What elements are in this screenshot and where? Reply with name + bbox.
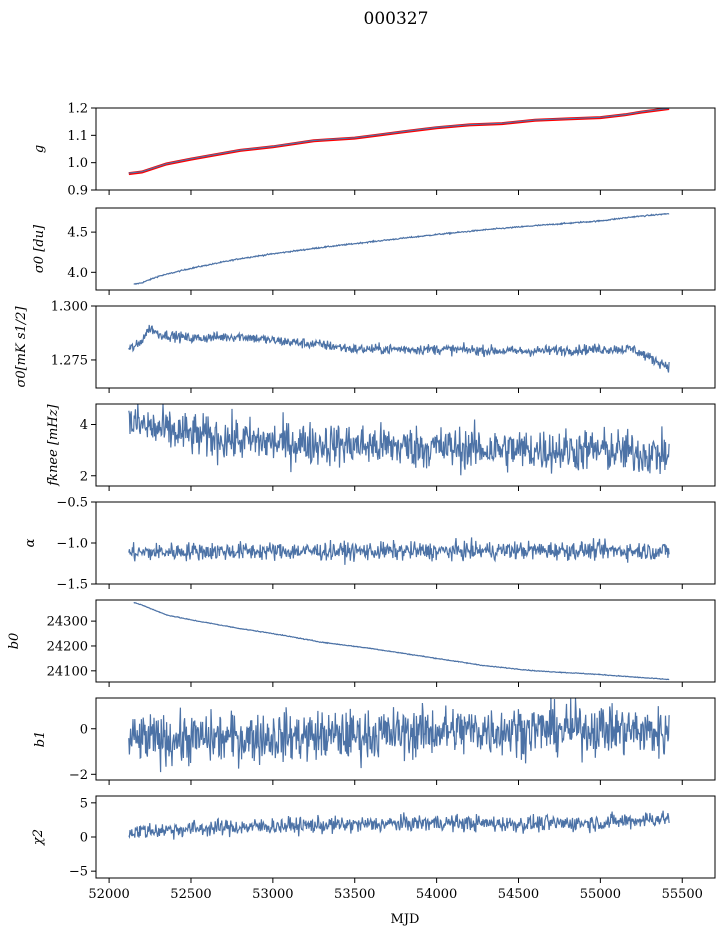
y-tick-label-alpha: −1.5 [56,578,88,593]
panel-frame-b0 [95,599,716,683]
panel-frame-chi2 [95,795,716,879]
series-line-g-1 [128,108,670,174]
y-tick-label-g: 0.9 [67,184,88,199]
y-axis-label-chi2: χ2 [31,829,46,846]
x-tick-label: 53000 [252,887,293,902]
panel-frame-sigma0 [95,207,716,291]
y-tick-label-sigma0: 4.0 [67,266,88,281]
x-axis-label: MJD [391,912,420,927]
y-axis-label-sigma0: σ0 [du] [32,224,47,273]
series-line-fknee-0 [128,404,670,476]
y-tick-label-chi2: −5 [69,865,88,880]
y-axis-label-fknee: fknee [mHz] [46,403,61,486]
y-tick-label-fknee: 4 [80,418,88,433]
panels-group: 0.9 1.0 1.1 1.2 g 4.0 4.5 σ0 [du] 1.275 1.300 σ0[m… [7,102,716,902]
y-tick-label-b0: 24200 [47,639,88,654]
x-tick-label: 54500 [498,887,539,902]
y-tick-label-g: 1.2 [67,102,88,117]
y-tick-label-alpha: −1.0 [56,537,88,552]
figure-title: 000327 [364,9,429,29]
y-axis-label-g: g [32,145,47,153]
y-tick-label-chi2: 0 [80,831,88,846]
x-tick-label: 53500 [334,887,375,902]
y-tick-label-b1: −2 [69,768,88,783]
y-axis-label-b1: b1 [33,731,48,748]
x-tick-label: 55500 [662,887,703,902]
x-tick-label: 52000 [88,887,129,902]
y-tick-label-sigma0: 4.5 [67,226,88,241]
y-tick-label-b0: 24100 [47,664,88,679]
series-line-sigma0-0 [133,212,670,285]
panel-frame-g [95,107,716,191]
y-axis-label-b0: b0 [7,633,22,650]
y-tick-label-g: 1.0 [67,156,88,171]
y-tick-label-g: 1.1 [67,129,88,144]
panel-frame-sigma0k [95,305,716,389]
y-axis-label-alpha: α [23,538,38,547]
y-tick-label-fknee: 2 [80,469,88,484]
y-tick-label-b0: 24300 [47,615,88,630]
series-line-b0-0 [133,601,670,681]
y-tick-label-b1: 0 [80,722,88,737]
y-tick-label-sigma0k: 1.300 [51,300,88,315]
series-line-alpha-0 [128,537,670,565]
x-tick-label: 52500 [170,887,211,902]
x-tick-label: 55000 [580,887,621,902]
y-axis-label-sigma0k: σ0[mK s1/2] [14,306,29,388]
y-tick-label-chi2: 5 [80,796,88,811]
panel-frame-fknee [95,403,716,487]
series-line-sigma0k-0 [128,324,670,373]
series-line-chi2-0 [128,810,670,840]
y-tick-label-alpha: −0.5 [56,496,88,511]
series-line-b1-0 [128,698,670,773]
panel-frame-b1 [95,697,716,781]
y-tick-label-sigma0k: 1.275 [51,353,88,368]
x-tick-label: 54000 [416,887,457,902]
